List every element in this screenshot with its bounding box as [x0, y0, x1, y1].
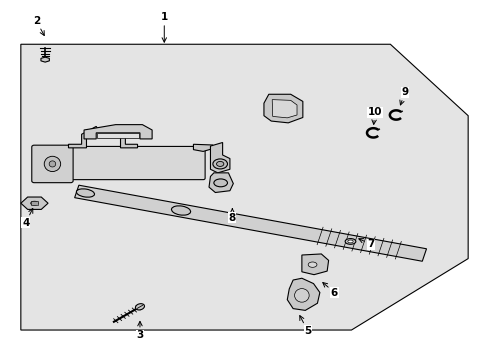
Ellipse shape	[294, 289, 308, 302]
Polygon shape	[287, 278, 319, 310]
Ellipse shape	[49, 161, 56, 167]
Ellipse shape	[216, 161, 224, 166]
Polygon shape	[21, 197, 48, 210]
Polygon shape	[41, 57, 49, 62]
Polygon shape	[68, 126, 99, 148]
Ellipse shape	[347, 240, 352, 243]
Text: 9: 9	[399, 87, 407, 105]
Text: 7: 7	[358, 239, 374, 249]
Text: 10: 10	[367, 107, 381, 124]
FancyBboxPatch shape	[50, 147, 204, 180]
Polygon shape	[120, 136, 137, 148]
Text: 8: 8	[228, 209, 236, 222]
FancyBboxPatch shape	[31, 202, 38, 205]
Polygon shape	[208, 173, 233, 193]
Text: 5: 5	[299, 316, 311, 336]
Text: 4: 4	[22, 208, 33, 228]
FancyBboxPatch shape	[32, 145, 73, 183]
Ellipse shape	[171, 206, 190, 215]
Polygon shape	[75, 185, 426, 261]
FancyBboxPatch shape	[97, 133, 139, 138]
Text: 3: 3	[136, 321, 143, 341]
Ellipse shape	[212, 159, 227, 169]
Text: 2: 2	[33, 16, 44, 36]
Ellipse shape	[135, 304, 144, 310]
Ellipse shape	[76, 189, 94, 197]
Ellipse shape	[345, 239, 355, 244]
Ellipse shape	[213, 179, 227, 187]
Polygon shape	[21, 44, 467, 330]
Ellipse shape	[307, 262, 316, 267]
Polygon shape	[272, 100, 296, 118]
Polygon shape	[210, 143, 229, 173]
Text: 1: 1	[161, 13, 167, 42]
Ellipse shape	[44, 156, 61, 172]
Ellipse shape	[31, 201, 38, 205]
Text: 6: 6	[322, 283, 337, 297]
Polygon shape	[84, 125, 152, 139]
Polygon shape	[301, 254, 328, 275]
Polygon shape	[264, 94, 302, 123]
Polygon shape	[193, 144, 212, 152]
